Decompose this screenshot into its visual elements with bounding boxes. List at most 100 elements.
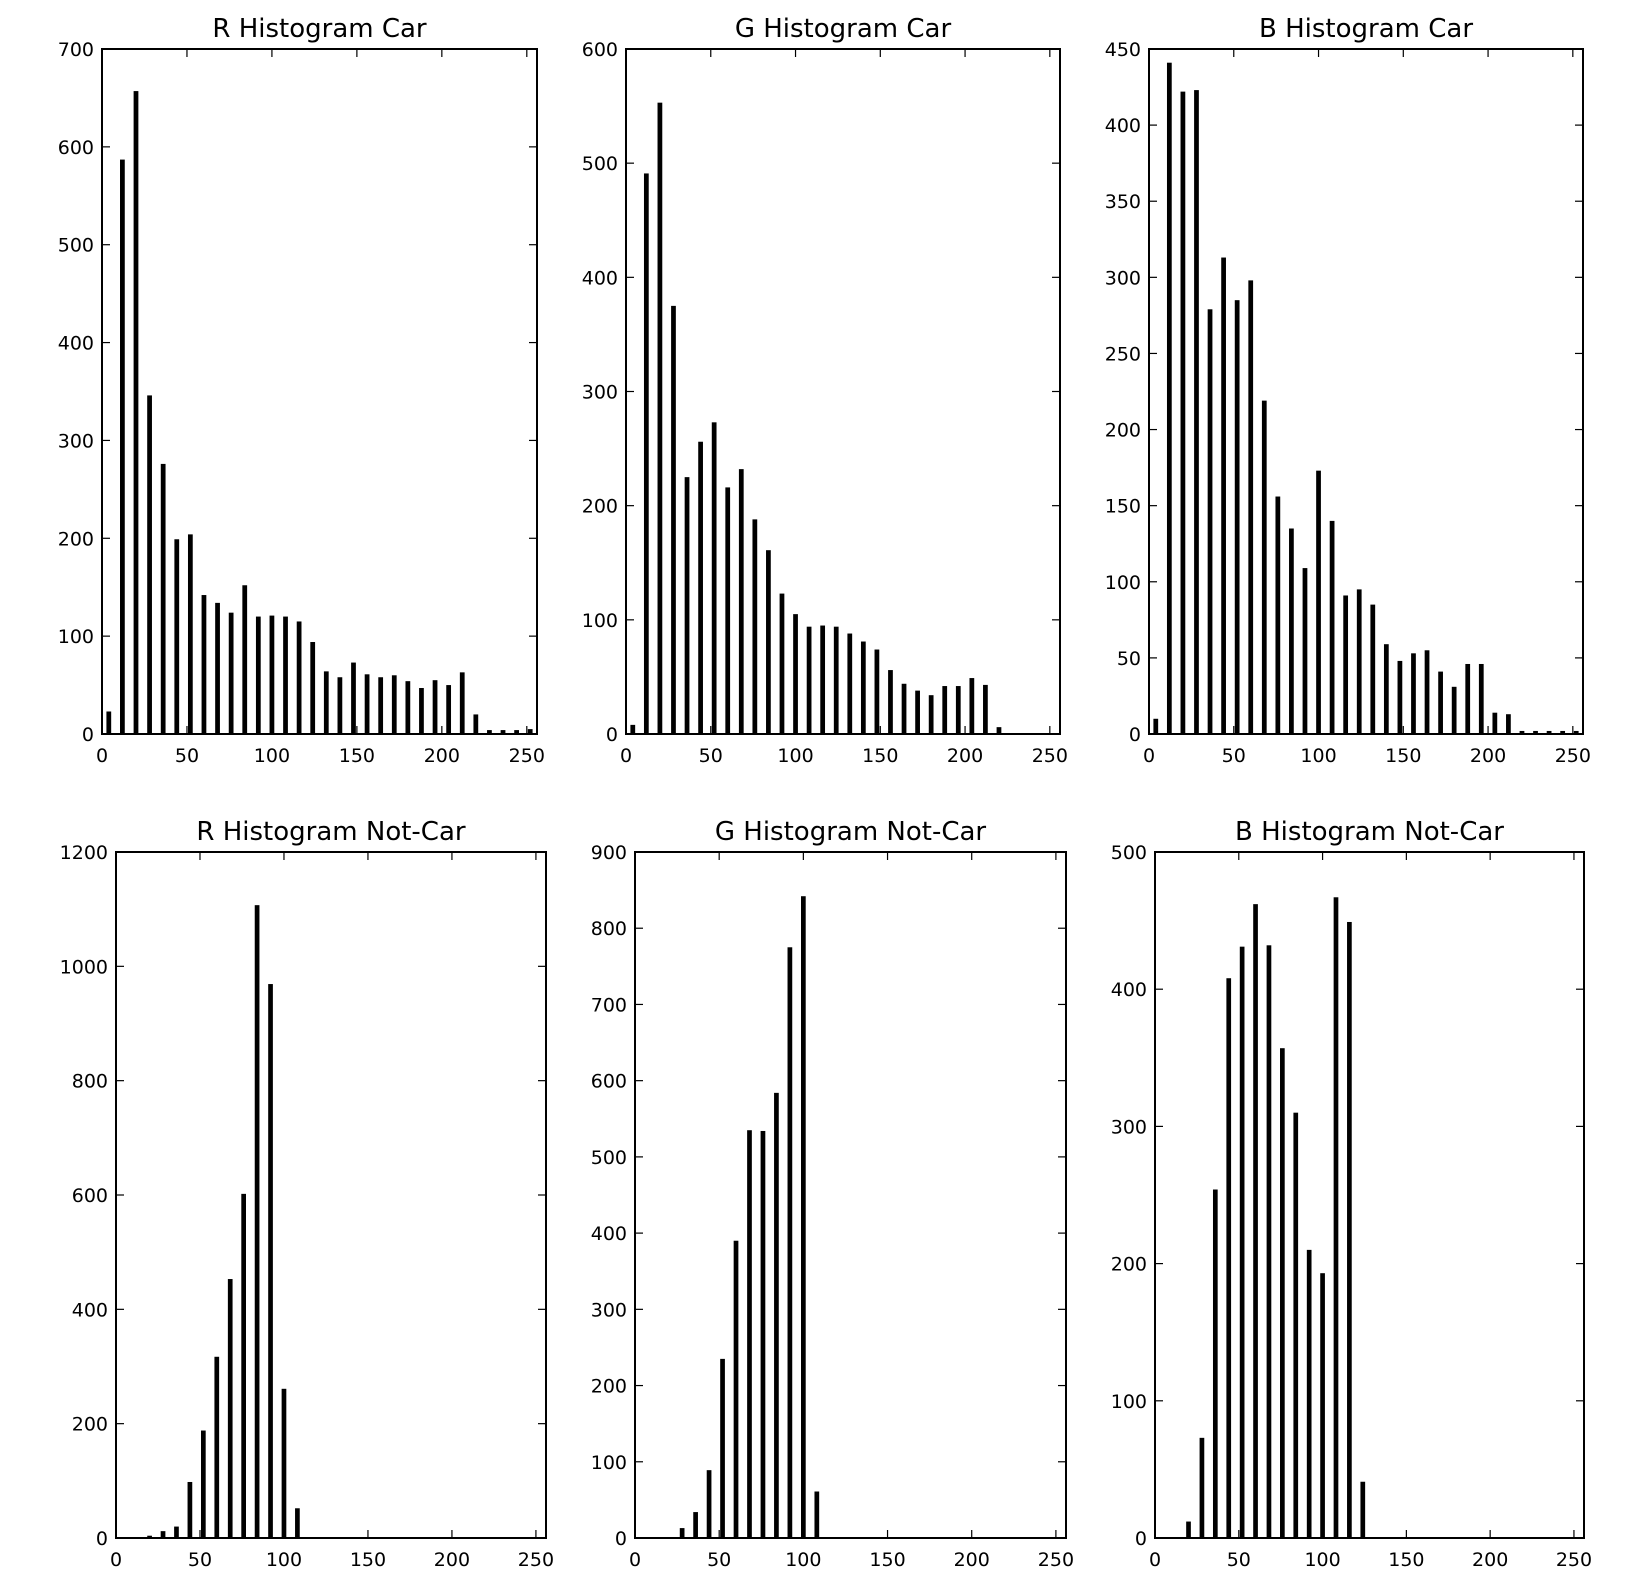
bar: [269, 615, 275, 734]
y-tick-label: 200: [582, 496, 618, 518]
bar: [268, 984, 273, 1538]
bar: [215, 602, 220, 734]
bar: [514, 730, 519, 734]
chart-title: G Histogram Not-Car: [715, 817, 987, 847]
chart-title: B Histogram Not-Car: [1235, 817, 1504, 847]
bar: [860, 641, 866, 734]
bar: [1438, 671, 1443, 734]
bar: [283, 616, 288, 734]
bar: [419, 688, 424, 734]
y-tick-label: 200: [591, 1376, 627, 1398]
y-tick-label: 50: [1117, 648, 1141, 670]
chart-title: R Histogram Not-Car: [196, 817, 465, 847]
x-tick-label: 250: [509, 745, 545, 767]
y-tick-label: 500: [591, 1147, 627, 1169]
bar: [187, 1481, 193, 1538]
y-tick-label: 800: [72, 1071, 108, 1093]
x-tick-label: 150: [862, 745, 898, 767]
y-tick-label: 300: [582, 382, 618, 404]
x-tick-label: 100: [1300, 745, 1336, 767]
bar: [1280, 1048, 1285, 1538]
bar: [160, 463, 166, 734]
bar: [1207, 309, 1213, 734]
x-tick-label: 0: [620, 745, 632, 767]
x-tick-label: 200: [1470, 745, 1506, 767]
bar: [337, 677, 343, 734]
x-tick-label: 0: [629, 1549, 641, 1571]
bar: [725, 487, 731, 734]
x-tick-label: 100: [777, 745, 813, 767]
y-tick-label: 100: [1111, 1391, 1147, 1413]
bar: [814, 1491, 820, 1538]
y-tick-label: 200: [1111, 1254, 1147, 1276]
bar: [487, 730, 492, 734]
y-tick-label: 400: [1111, 979, 1147, 1001]
bar: [983, 684, 988, 734]
bar: [310, 642, 316, 734]
y-tick-label: 300: [591, 1299, 627, 1321]
chart-5: 0 100 200 300 400 500 600 700 800 900 0 50 100 150 200…: [591, 817, 1074, 1571]
bar: [1261, 400, 1267, 734]
bar: [364, 674, 370, 734]
y-tick-label: 300: [1111, 1116, 1147, 1138]
chart-title: G Histogram Car: [735, 14, 952, 44]
bar: [242, 585, 248, 734]
bar: [174, 539, 180, 734]
bar: [888, 670, 893, 734]
bar: [643, 173, 649, 734]
x-tick-label: 0: [110, 1549, 122, 1571]
plot-frame: [1148, 48, 1584, 735]
x-tick-label: 250: [1038, 1549, 1074, 1571]
bar: [698, 441, 703, 734]
bar: [106, 711, 112, 734]
bar: [1492, 712, 1498, 734]
plot-frame: [115, 851, 547, 1539]
bar: [747, 1130, 752, 1538]
bar: [187, 534, 193, 734]
y-tick-label: 600: [72, 1185, 108, 1207]
y-tick-label: 300: [58, 430, 94, 452]
y-tick-label: 400: [72, 1299, 108, 1321]
bar: [1239, 946, 1245, 1538]
bar: [1186, 1521, 1191, 1538]
bar: [174, 1526, 179, 1538]
bar: [378, 677, 384, 734]
x-tick-label: 150: [339, 745, 375, 767]
bar: [227, 1279, 233, 1538]
bar: [1347, 921, 1352, 1538]
chart-title: R Histogram Car: [212, 14, 427, 44]
bar: [120, 159, 125, 734]
bar: [942, 686, 948, 734]
y-tick-label: 400: [1105, 115, 1141, 137]
bar: [201, 595, 207, 734]
y-tick-label: 400: [591, 1223, 627, 1245]
chart-2: 0 100 200 300 400 500 600 0 50 100 150 200 250 G Hist…: [582, 14, 1068, 767]
x-tick-label: 100: [254, 745, 290, 767]
bar: [801, 896, 806, 1538]
y-tick-label: 600: [58, 137, 94, 159]
bar: [774, 1092, 779, 1538]
bar: [711, 422, 717, 734]
bar: [806, 626, 812, 734]
bar: [527, 729, 533, 734]
bar: [671, 305, 676, 735]
bar: [733, 1240, 739, 1538]
bar: [1248, 280, 1254, 734]
bar: [760, 1130, 766, 1538]
y-tick-label: 500: [1111, 842, 1147, 864]
bar: [446, 685, 452, 734]
chart-6: 0 100 200 300 400 500 0 50 100 150 200 250 B Histogr…: [1111, 817, 1592, 1571]
bar: [1383, 644, 1389, 734]
x-tick-label: 100: [266, 1549, 302, 1571]
bar: [847, 633, 853, 734]
bar: [1573, 730, 1579, 734]
bar: [295, 1508, 300, 1538]
x-tick-label: 150: [350, 1549, 386, 1571]
bar: [657, 102, 663, 734]
plot-frame: [101, 48, 538, 735]
bar: [766, 550, 771, 734]
plot-frame: [1154, 851, 1585, 1539]
y-tick-label: 700: [591, 994, 627, 1016]
y-tick-label: 800: [591, 918, 627, 940]
